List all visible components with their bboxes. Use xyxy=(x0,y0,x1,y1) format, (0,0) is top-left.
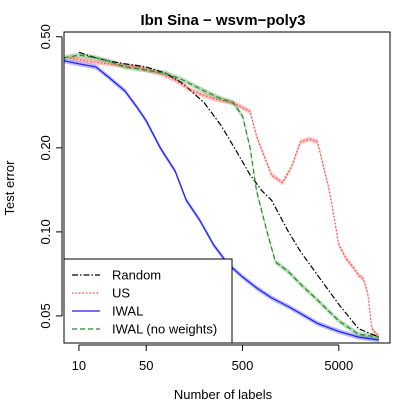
y-tick-label: 0.10 xyxy=(38,219,53,244)
chart-title: Ibn Sina − wsvm−poly3 xyxy=(140,12,305,29)
legend-label-us: US xyxy=(112,286,130,301)
y-tick-label: 0.50 xyxy=(38,24,53,49)
legend-label-iwal: IWAL xyxy=(112,304,143,319)
series-line-iwal-no-weights xyxy=(63,54,379,338)
x-axis-title: Number of labels xyxy=(174,387,273,402)
series-line-iwal xyxy=(63,60,379,341)
x-tick-label: 500 xyxy=(232,358,254,373)
legend-label-random: Random xyxy=(112,268,161,283)
y-axis-title: Test error xyxy=(2,160,17,216)
legend-label-iwal-no-weights: IWAL (no weights) xyxy=(112,322,217,337)
x-tick-label: 5000 xyxy=(324,358,353,373)
legend: Random US IWAL IWAL (no weights) xyxy=(63,258,233,344)
x-tick-label: 10 xyxy=(72,358,86,373)
series-line-random xyxy=(78,51,380,338)
y-tick-label: 0.20 xyxy=(38,135,53,160)
series-line-us xyxy=(69,57,380,338)
series-lines xyxy=(63,51,380,341)
axes: 10 50 500 5000 0.05 0.10 0.20 0.50 xyxy=(38,24,353,373)
x-tick-label: 50 xyxy=(139,358,153,373)
y-tick-label: 0.05 xyxy=(38,303,53,328)
